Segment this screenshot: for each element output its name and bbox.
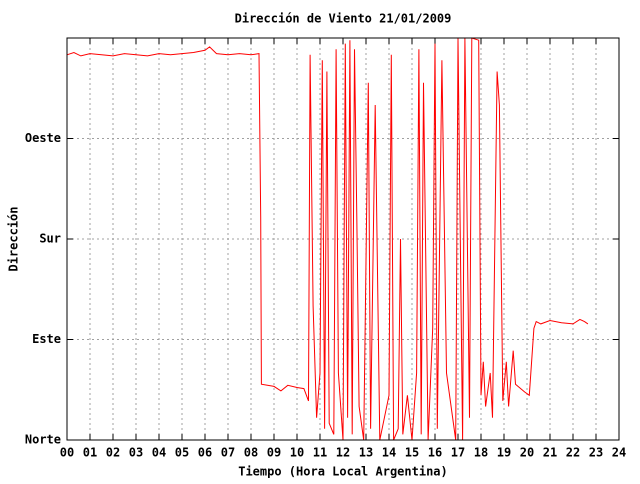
x-tick-label: 18 — [474, 446, 488, 460]
x-tick-label: 15 — [405, 446, 419, 460]
x-tick-label: 22 — [566, 446, 580, 460]
x-tick-label: 07 — [221, 446, 235, 460]
y-tick-label: Norte — [25, 433, 61, 447]
data-line — [66, 37, 589, 441]
y-tick-label: Oeste — [25, 131, 61, 145]
x-tick-label: 05 — [175, 446, 189, 460]
x-tick-label: 20 — [520, 446, 534, 460]
x-tick-label: 11 — [313, 446, 327, 460]
x-tick-label: 21 — [543, 446, 557, 460]
y-tick-label: Este — [32, 332, 61, 346]
x-tick-label: 16 — [428, 446, 442, 460]
x-tick-label: 12 — [336, 446, 350, 460]
x-tick-label: 02 — [106, 446, 120, 460]
x-tick-label: 04 — [152, 446, 166, 460]
x-tick-label: 14 — [382, 446, 396, 460]
x-tick-label: 06 — [198, 446, 212, 460]
x-tick-label: 08 — [244, 446, 258, 460]
x-tick-label: 01 — [83, 446, 97, 460]
x-tick-label: 09 — [267, 446, 281, 460]
x-tick-label: 23 — [589, 446, 603, 460]
chart-title: Dirección de Viento 21/01/2009 — [235, 12, 452, 26]
x-tick-label: 24 — [612, 446, 626, 460]
x-tick-label: 19 — [497, 446, 511, 460]
x-tick-label: 03 — [129, 446, 143, 460]
y-tick-label: Sur — [39, 232, 61, 246]
plot-frame — [66, 37, 620, 441]
x-tick-label: 00 — [60, 446, 74, 460]
x-axis-label: Tiempo (Hora Local Argentina) — [238, 465, 448, 479]
x-tick-label: 13 — [359, 446, 373, 460]
x-tick-label: 17 — [451, 446, 465, 460]
x-tick-label: 10 — [290, 446, 304, 460]
y-axis-label: Dirección — [7, 206, 21, 271]
